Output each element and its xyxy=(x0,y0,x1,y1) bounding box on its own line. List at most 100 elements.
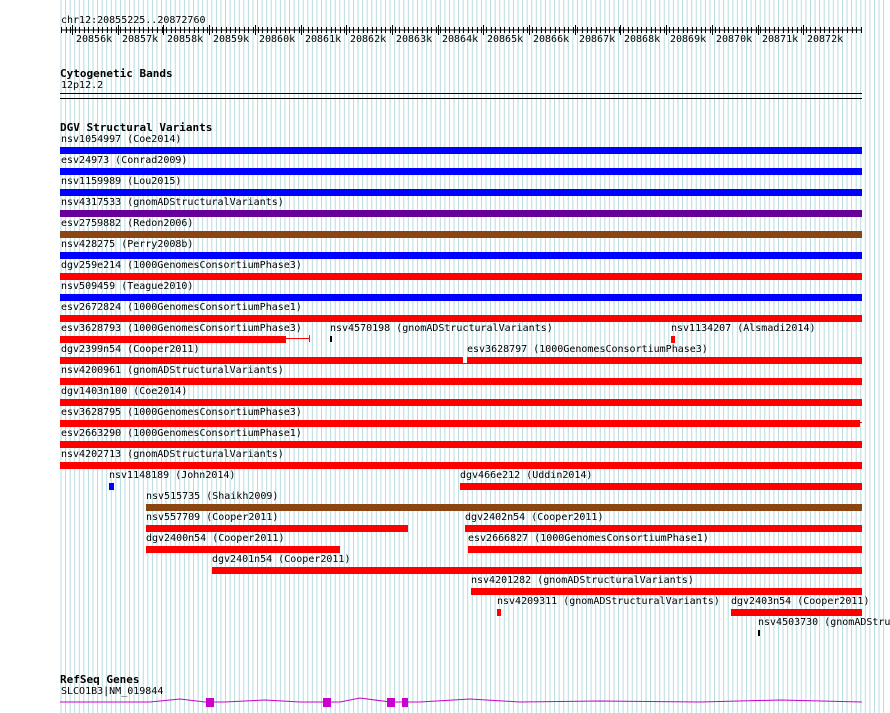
variant-label[interactable]: esv2666827 (1000GenomesConsortiumPhase1) xyxy=(468,533,709,544)
refseq-track-title[interactable]: RefSeq Genes xyxy=(60,673,140,686)
ruler-minor-tick xyxy=(710,27,711,33)
variant-label[interactable]: nsv1054997 (Coe2014) xyxy=(61,134,182,145)
variant-feature-bar[interactable] xyxy=(60,441,862,448)
variant-label[interactable]: nsv4570198 (gnomADStructuralVariants) xyxy=(330,323,553,334)
variant-feature-bar[interactable] xyxy=(60,168,862,175)
ruler-minor-tick xyxy=(605,27,606,33)
ruler-minor-tick xyxy=(600,27,601,33)
variant-feature-bar[interactable] xyxy=(60,189,862,196)
variant-label[interactable]: nsv4503730 (gnomADStru xyxy=(758,617,890,628)
variant-label[interactable]: nsv428275 (Perry2008b) xyxy=(61,239,194,250)
region-label: chr12:20855225..20872760 xyxy=(61,15,206,26)
cytoband-track-title[interactable]: Cytogenetic Bands xyxy=(60,67,173,80)
variant-feature-bar[interactable] xyxy=(60,462,862,469)
variant-feature-bar[interactable] xyxy=(468,546,862,553)
variant-feature-bar[interactable] xyxy=(60,378,862,385)
ruler-minor-tick xyxy=(331,27,332,33)
ruler-minor-tick xyxy=(646,27,647,33)
variant-feature-bar[interactable] xyxy=(60,147,862,154)
variant-label[interactable]: esv2672824 (1000GenomesConsortiumPhase1) xyxy=(61,302,302,313)
variant-feature-bar[interactable] xyxy=(146,546,340,553)
feature-whisker xyxy=(286,338,309,339)
variant-feature-bar[interactable] xyxy=(465,525,862,532)
ruler-minor-tick xyxy=(417,27,418,33)
variant-feature-bar[interactable] xyxy=(60,294,862,301)
variant-label[interactable]: dgv2402n54 (Cooper2011) xyxy=(465,512,604,523)
variant-label[interactable]: esv3628795 (1000GenomesConsortiumPhase3) xyxy=(61,407,302,418)
variant-feature-bar[interactable] xyxy=(731,609,862,616)
variant-label[interactable]: dgv466e212 (Uddin2014) xyxy=(460,470,593,481)
variant-feature-bar[interactable] xyxy=(60,273,862,280)
variant-feature-bar[interactable] xyxy=(60,399,862,406)
variant-feature-bar[interactable] xyxy=(212,567,862,574)
variant-label[interactable]: dgv259e214 (1000GenomesConsortiumPhase3) xyxy=(61,260,302,271)
ruler-minor-tick xyxy=(774,27,775,33)
variant-feature-bar[interactable] xyxy=(60,231,862,238)
variant-feature-bar[interactable] xyxy=(109,483,114,490)
ruler-tick-label: 20868k xyxy=(624,34,661,45)
ruler-major-tick xyxy=(392,25,393,35)
variant-label[interactable]: esv2663290 (1000GenomesConsortiumPhase1) xyxy=(61,428,302,439)
ruler-minor-tick xyxy=(587,27,588,33)
variant-feature-bar[interactable] xyxy=(497,609,501,616)
variant-feature-bar[interactable] xyxy=(60,252,862,259)
variant-label[interactable]: nsv509459 (Teague2010) xyxy=(61,281,194,292)
variant-label[interactable]: dgv2400n54 (Cooper2011) xyxy=(146,533,285,544)
variant-feature-bar[interactable] xyxy=(671,336,675,343)
variant-label[interactable]: esv3628797 (1000GenomesConsortiumPhase3) xyxy=(467,344,708,355)
variant-label[interactable]: dgv2403n54 (Cooper2011) xyxy=(731,596,870,607)
variant-feature-bar[interactable] xyxy=(146,525,408,532)
ruler-minor-tick xyxy=(509,27,510,33)
variant-feature-bar[interactable] xyxy=(60,336,286,343)
variant-feature-bar[interactable] xyxy=(60,210,862,217)
variant-label[interactable]: nsv4202713 (gnomADStructuralVariants) xyxy=(61,449,284,460)
variant-label[interactable]: nsv1148189 (John2014) xyxy=(109,470,236,481)
variant-label[interactable]: nsv4201282 (gnomADStructuralVariants) xyxy=(471,575,694,586)
ruler-minor-tick xyxy=(289,27,290,33)
variant-label[interactable]: nsv1134207 (Alsmadi2014) xyxy=(671,323,816,334)
ruler-minor-tick xyxy=(737,27,738,33)
ruler-minor-tick xyxy=(98,27,99,33)
ruler-minor-tick xyxy=(152,27,153,33)
variant-label[interactable]: dgv2399n54 (Cooper2011) xyxy=(61,344,200,355)
ruler-minor-tick xyxy=(495,27,496,33)
variant-feature-bar[interactable] xyxy=(467,357,862,364)
variant-feature-bar[interactable] xyxy=(460,483,862,490)
variant-label[interactable]: nsv1159989 (Lou2015) xyxy=(61,176,182,187)
ruler-minor-tick xyxy=(692,27,693,33)
variant-feature-bar[interactable] xyxy=(60,357,862,364)
variant-label[interactable]: nsv557709 (Cooper2011) xyxy=(146,512,279,523)
ruler-tick-label: 20862k xyxy=(350,34,387,45)
variant-label[interactable]: esv3628793 (1000GenomesConsortiumPhase3) xyxy=(61,323,302,334)
ruler-minor-tick xyxy=(157,27,158,33)
ruler-major-tick xyxy=(758,25,759,35)
ruler-minor-tick xyxy=(477,27,478,33)
ruler-minor-tick xyxy=(372,27,373,33)
variant-label[interactable]: nsv4317533 (gnomADStructuralVariants) xyxy=(61,197,284,208)
ruler-minor-tick xyxy=(308,27,309,33)
refseq-gene-label[interactable]: SLCO1B3|NM_019844 xyxy=(61,686,164,697)
ruler-minor-tick xyxy=(294,27,295,33)
variant-feature-bar[interactable] xyxy=(146,504,862,511)
variant-feature-bar[interactable] xyxy=(60,420,860,427)
variant-feature-bar[interactable] xyxy=(330,336,332,342)
variant-label[interactable]: nsv515735 (Shaikh2009) xyxy=(146,491,279,502)
ruler-minor-tick xyxy=(93,27,94,33)
dgv-track-title[interactable]: DGV Structural Variants xyxy=(60,121,213,134)
variant-label[interactable]: esv2759882 (Redon2006) xyxy=(61,218,194,229)
variant-feature-bar[interactable] xyxy=(758,630,760,636)
variant-label[interactable]: dgv2401n54 (Cooper2011) xyxy=(212,554,351,565)
ruler-minor-tick xyxy=(742,27,743,33)
ruler-minor-tick xyxy=(244,27,245,33)
refseq-gene-model[interactable] xyxy=(0,690,890,713)
ruler-minor-tick xyxy=(641,27,642,33)
ruler-tick-label: 20858k xyxy=(167,34,204,45)
ruler-major-tick xyxy=(255,25,256,35)
variant-label[interactable]: nsv4209311 (gnomADStructuralVariants) xyxy=(497,596,720,607)
variant-label[interactable]: dgv1403n100 (Coe2014) xyxy=(61,386,188,397)
variant-feature-bar[interactable] xyxy=(60,315,862,322)
variant-feature-bar[interactable] xyxy=(471,588,862,595)
variant-label[interactable]: esv24973 (Conrad2009) xyxy=(61,155,188,166)
variant-label[interactable]: nsv4200961 (gnomADStructuralVariants) xyxy=(61,365,284,376)
ruler-minor-tick xyxy=(500,27,501,33)
